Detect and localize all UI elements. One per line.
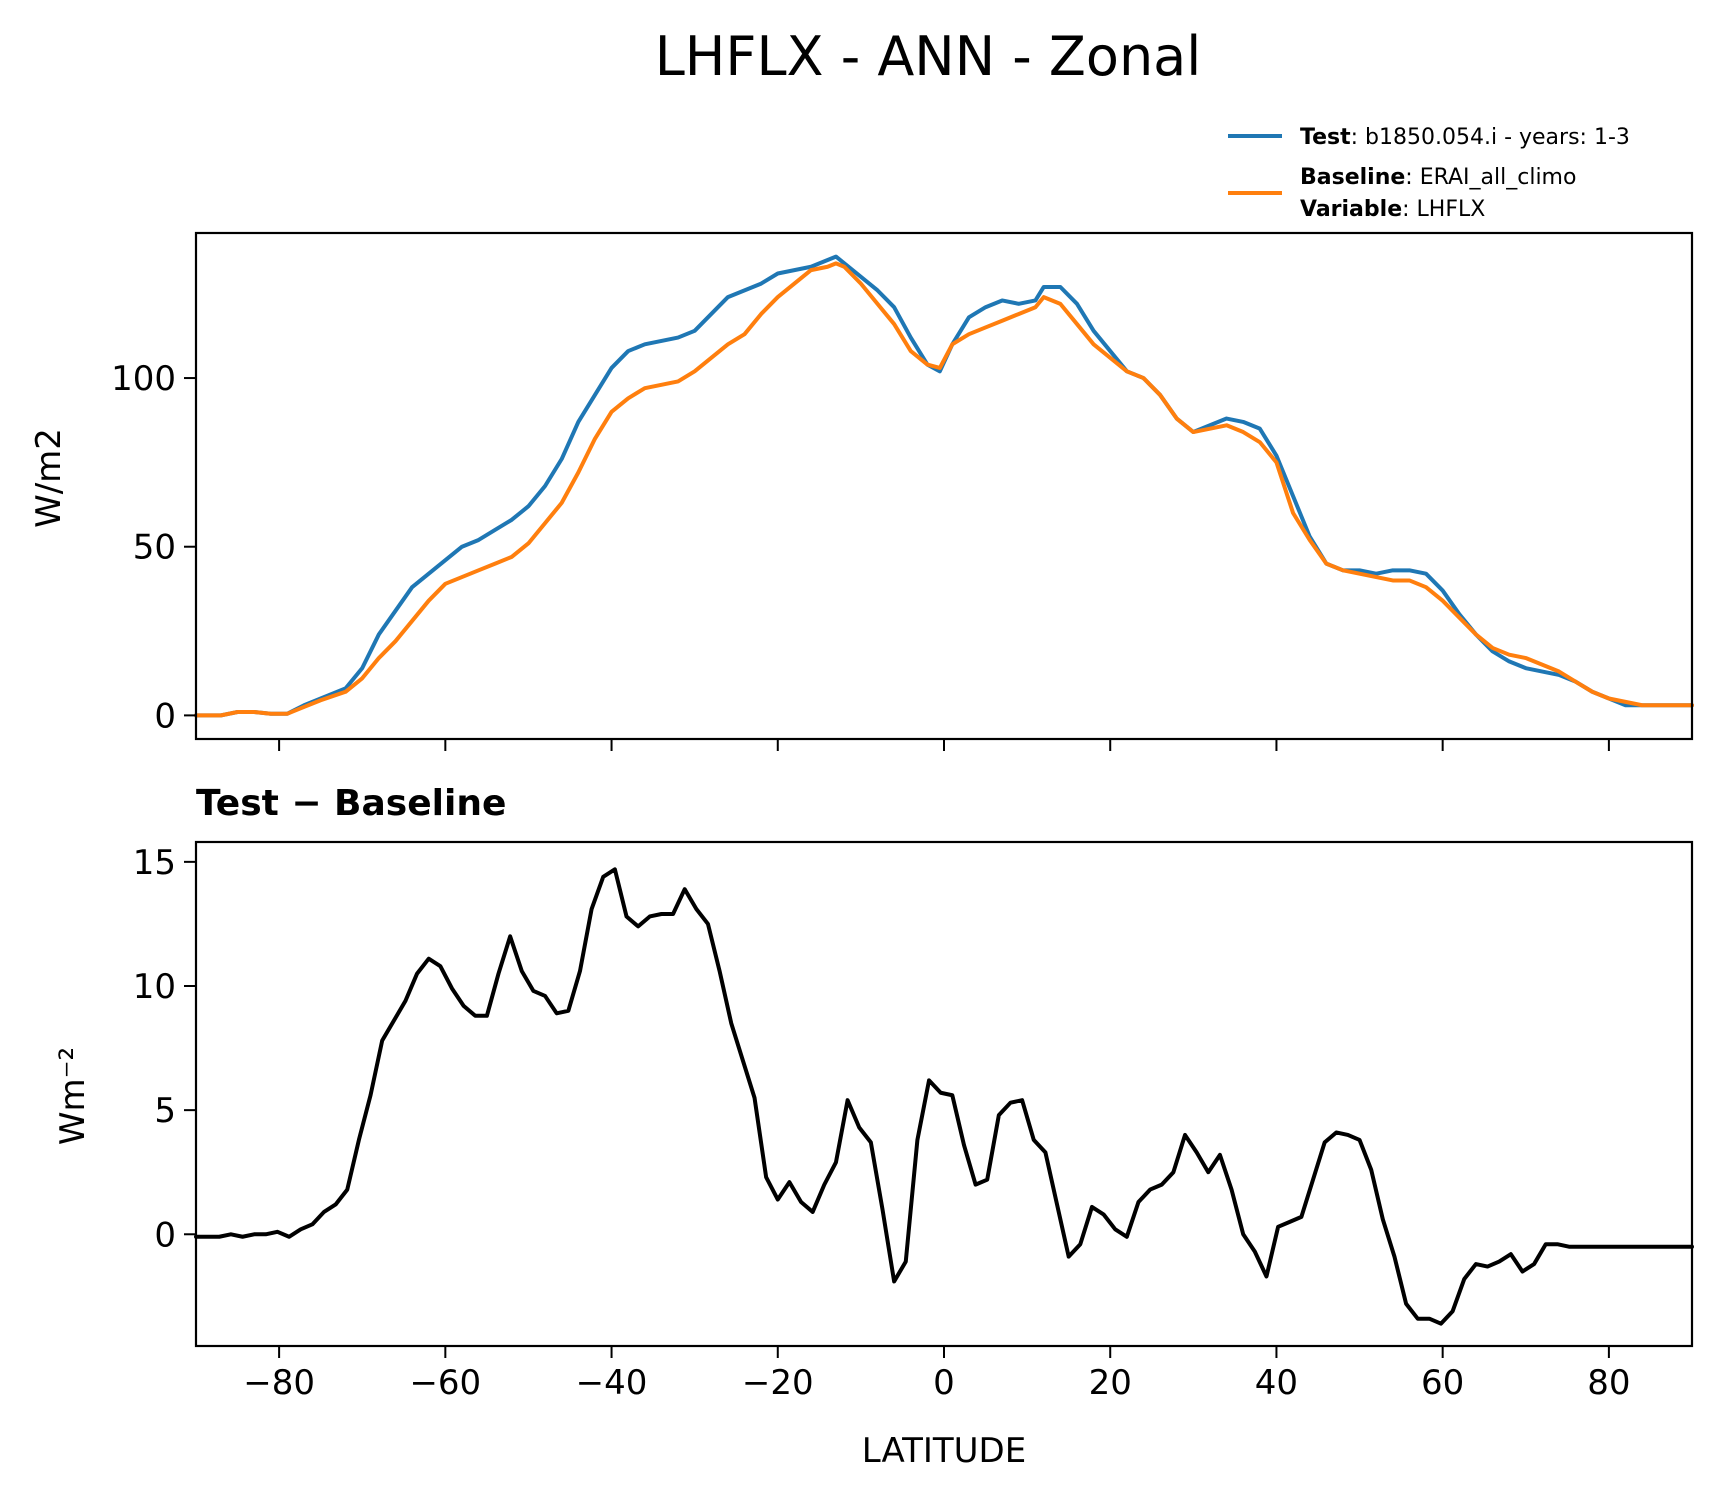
bottom-x-tick-label: −60 (409, 1363, 481, 1403)
legend-baseline-entry: Baseline: ERAI_all_climo (1300, 165, 1576, 190)
bottom-y-tick-label: 5 (154, 1091, 176, 1131)
legend: Test: b1850.054.i - years: 1-3 Baseline:… (1228, 125, 1630, 222)
chart-title: LHFLX - ANN - Zonal (655, 25, 1202, 88)
bottom-panel-title: Test − Baseline (196, 783, 506, 824)
series-line-test-baseline (194, 867, 1694, 1326)
bottom-y-tick-label: 15 (133, 843, 176, 883)
bottom-x-tick-label: 60 (1421, 1363, 1464, 1403)
legend-variable-value: : LHFLX (1402, 197, 1485, 222)
legend-test-value: : b1850.054.i - years: 1-3 (1351, 125, 1630, 150)
bottom-panel: 0 5 10 15 −80 −60 −40 −20 0 20 40 60 80 (133, 840, 1694, 1403)
series-line-baseline (194, 261, 1694, 718)
bottom-y-axis-label: Wm⁻² (53, 1047, 93, 1145)
bottom-x-axis-label: LATITUDE (862, 1431, 1026, 1471)
bottom-y-tick-label: 0 (154, 1215, 176, 1255)
bottom-x-tick-label: −40 (576, 1363, 648, 1403)
top-y-tick-label: 100 (111, 359, 176, 399)
bottom-x-tick-label: 80 (1587, 1363, 1630, 1403)
legend-baseline-value: : ERAI_all_climo (1405, 165, 1576, 190)
legend-variable-entry: Variable: LHFLX (1300, 197, 1485, 222)
legend-baseline-key: Baseline (1300, 165, 1405, 190)
bottom-x-tick-label: −20 (742, 1363, 814, 1403)
bottom-x-tick-label: −80 (243, 1363, 315, 1403)
top-y-tick-label: 50 (133, 528, 176, 568)
legend-test-entry: Test: b1850.054.i - years: 1-3 (1300, 125, 1630, 150)
bottom-x-tick-label: 40 (1255, 1363, 1298, 1403)
bottom-x-tick-label: 20 (1089, 1363, 1132, 1403)
top-y-axis-label: W/m2 (29, 428, 69, 528)
bottom-y-tick-label: 10 (133, 967, 176, 1007)
top-panel: 0 50 100 (111, 231, 1694, 751)
legend-test-key: Test (1300, 125, 1351, 150)
bottom-x-tick-label: 0 (933, 1363, 955, 1403)
legend-variable-key: Variable (1300, 197, 1402, 222)
top-y-tick-label: 0 (154, 696, 176, 736)
